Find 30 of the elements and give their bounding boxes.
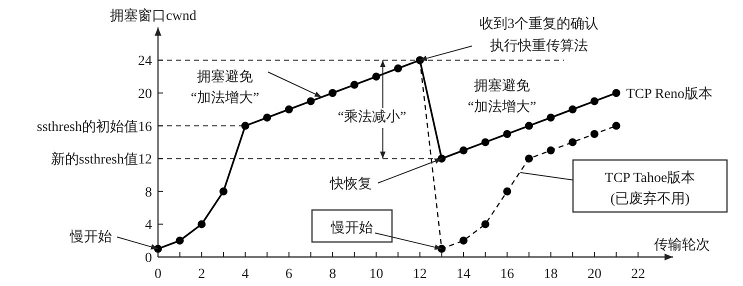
annotation: 收到3个重复的确认执行快重传算法 (480, 16, 598, 54)
annotation: 拥塞避免“加法增大” (190, 69, 260, 106)
x-tick-label: 22 (631, 267, 646, 282)
x-tick-label: 6 (285, 267, 292, 282)
x-tick-label: 12 (412, 267, 427, 282)
x-tick-label: 16 (500, 267, 514, 282)
annotation: “乘法减小” (338, 109, 406, 125)
y-axis-title: 拥塞窗口cwnd (110, 8, 196, 24)
annotation: 慢开始 (69, 229, 112, 245)
x-tick-label: 20 (587, 267, 602, 282)
annotation: 快恢复 (329, 176, 372, 192)
x-tick-label: 18 (544, 267, 558, 282)
text: TCP Tahoe版本 (已废弃不用) (604, 170, 696, 207)
y-tick-label: 0 (145, 251, 152, 266)
x-tick-label: 10 (369, 267, 384, 282)
y-tick-label: 4 (145, 218, 152, 234)
series-label: TCP Reno版本 (626, 86, 712, 102)
y-tick-label: 8 (145, 185, 152, 200)
x-tick-label: 14 (456, 267, 471, 282)
y-tick-label: 20 (138, 87, 152, 102)
y-tick-label: 24 (138, 54, 152, 70)
y-tick-label: 新的ssthresh值12 (50, 152, 152, 168)
x-tick-label: 0 (154, 267, 162, 282)
y-tick-label: ssthresh的初始值16 (36, 118, 152, 135)
x-axis-title: 传输轮次 (654, 237, 710, 253)
x-tick-label: 2 (198, 267, 206, 282)
annotation: 慢开始 (330, 220, 373, 236)
annotation: 拥塞避免“加法增大” (468, 78, 536, 115)
x-tick-label: 8 (329, 267, 336, 282)
x-tick-label: 4 (242, 267, 249, 282)
